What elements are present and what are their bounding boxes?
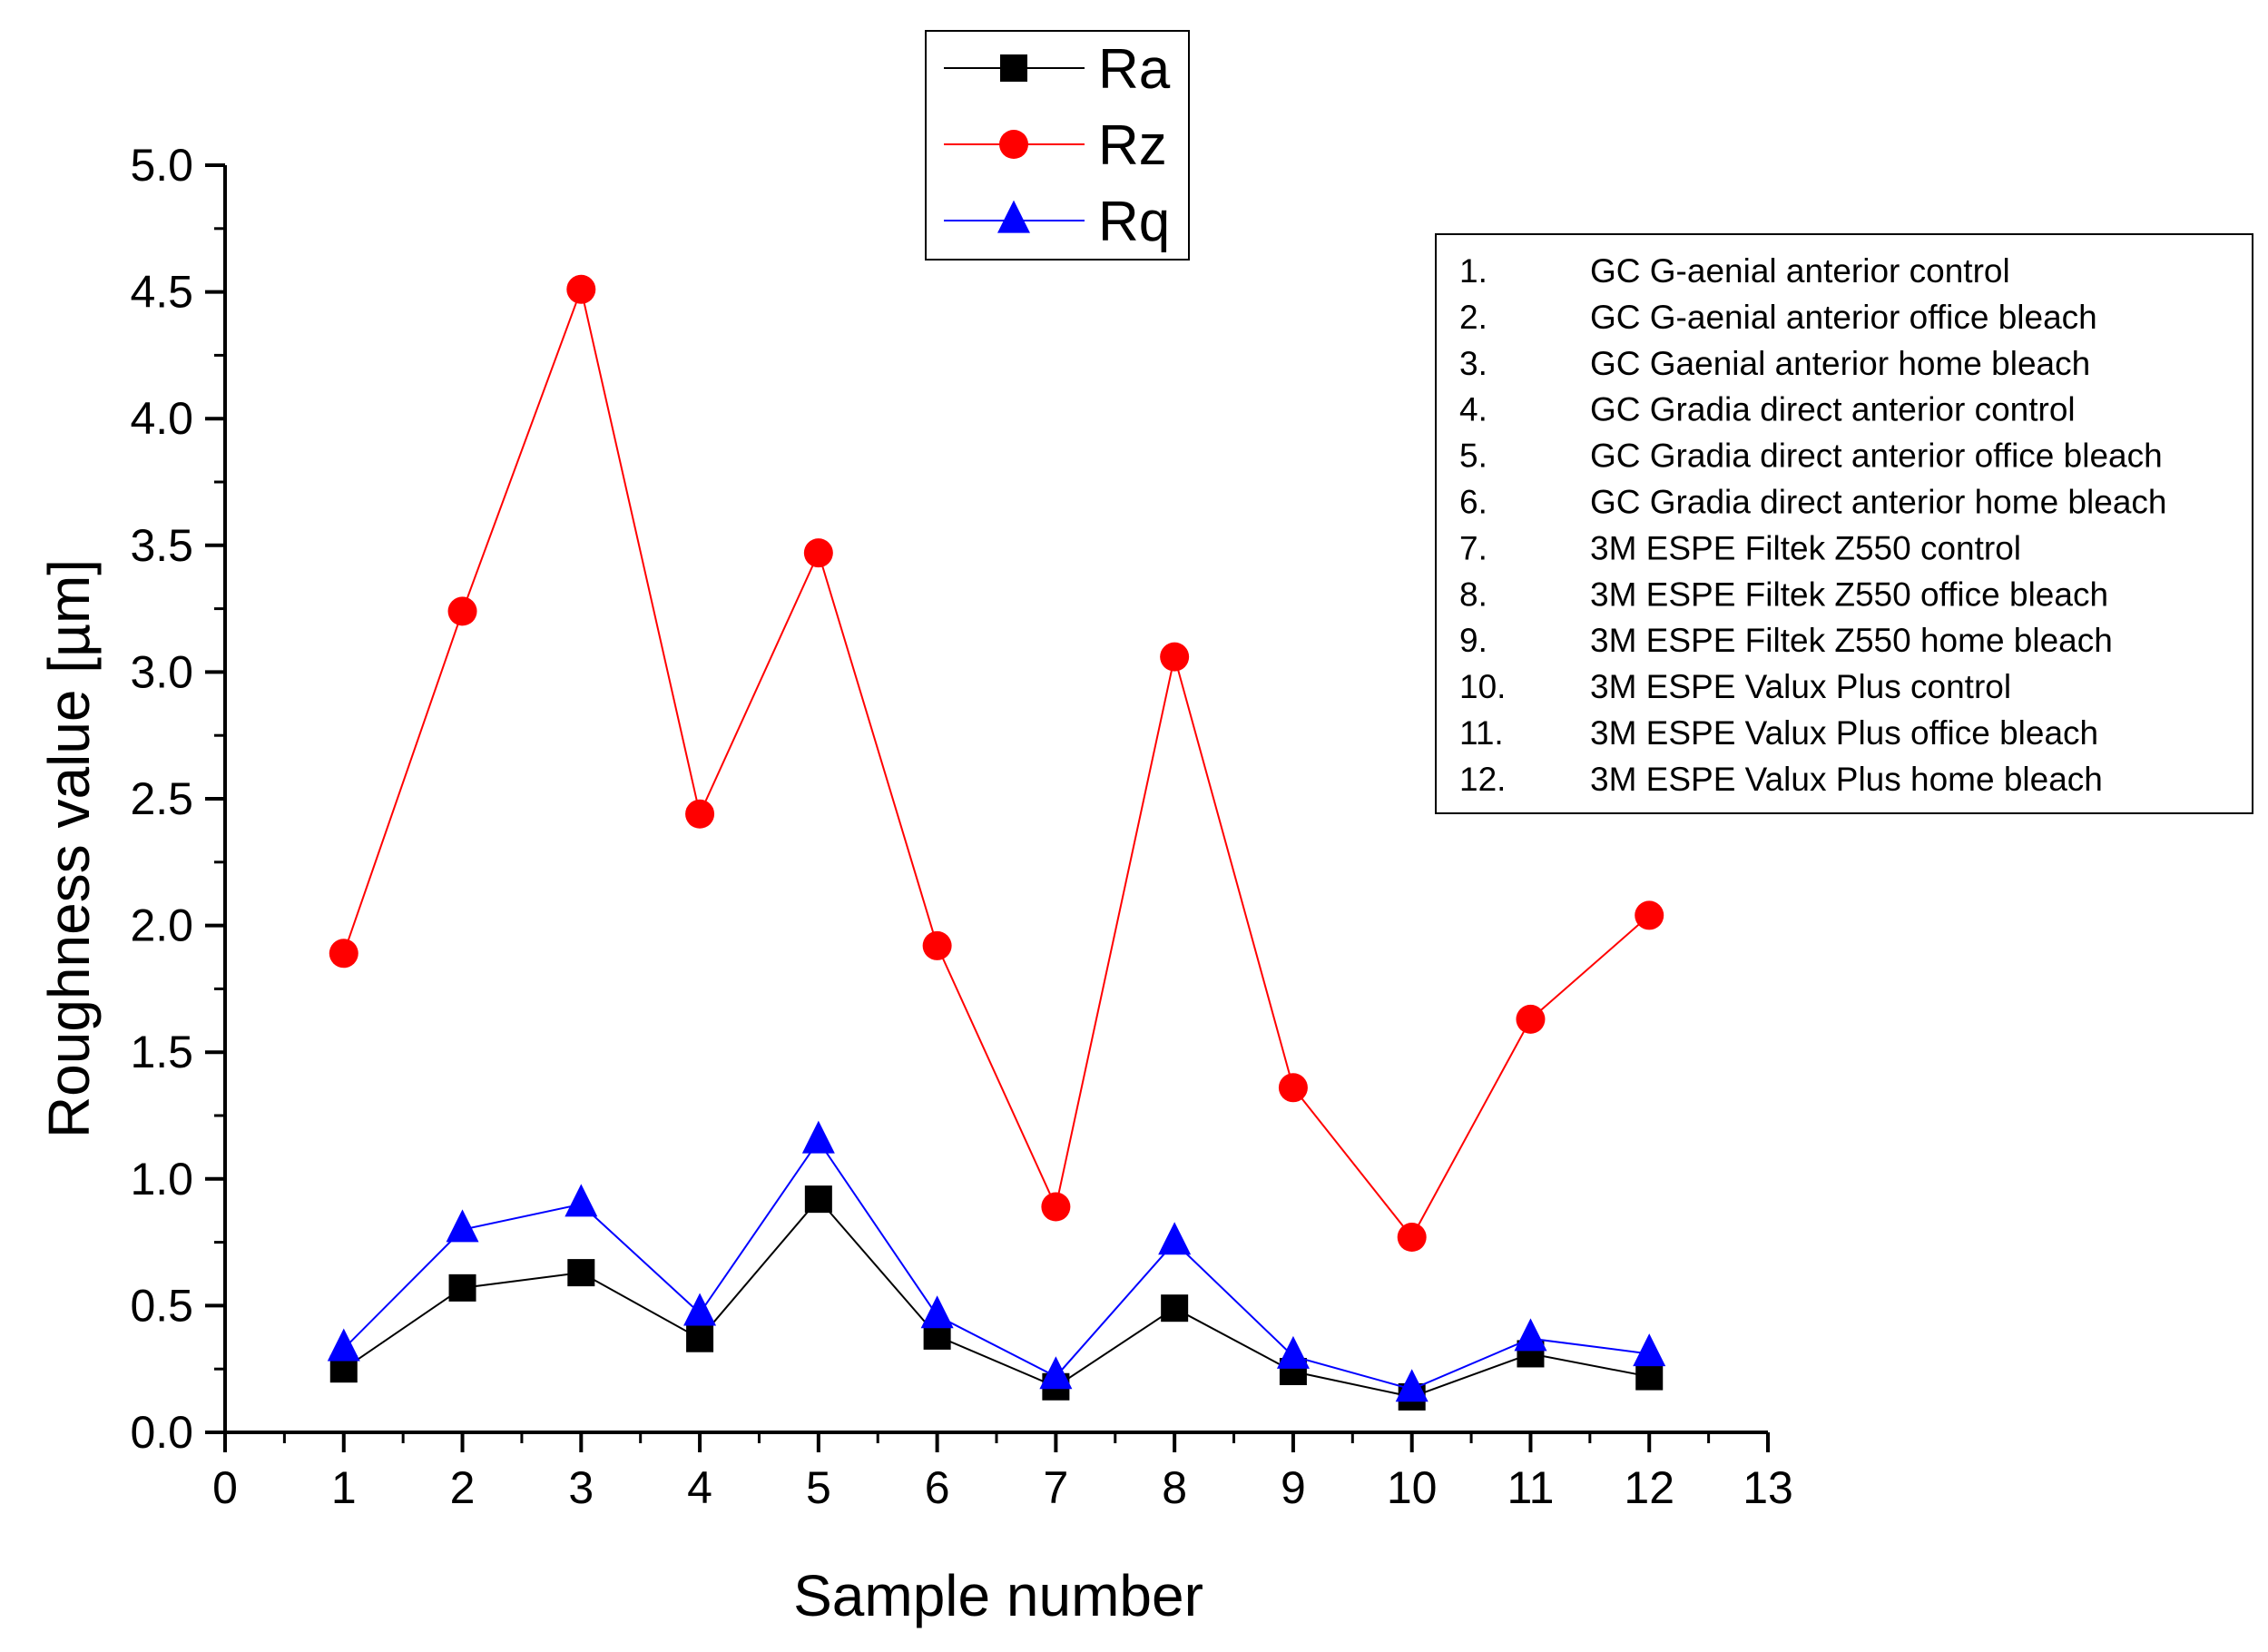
data-point-rz xyxy=(922,930,952,960)
sample-number: 5. xyxy=(1459,438,1487,475)
x-axis-title: Sample number xyxy=(793,1563,1203,1628)
axes-group: 0.00.51.01.52.02.53.03.54.04.55.00 1 2 3 4 5 6… xyxy=(130,140,1792,1513)
sample-label: 3M ESPE Filtek Z550 office bleach xyxy=(1590,575,2108,613)
sample-number: 8. xyxy=(1459,575,1487,613)
x-tick-label: 5 xyxy=(806,1462,831,1513)
series-rq-line xyxy=(343,1139,1650,1391)
y-tick-label: 0.0 xyxy=(130,1407,193,1458)
data-point-rq xyxy=(1633,1333,1666,1367)
data-point-ra xyxy=(1161,1294,1189,1323)
y-tick-label: 1.0 xyxy=(130,1154,193,1205)
sample-number: 9. xyxy=(1459,622,1487,659)
x-tick-label: 6 xyxy=(925,1462,950,1513)
data-point-rq xyxy=(920,1295,954,1329)
data-point-rq xyxy=(446,1209,479,1243)
x-tick-label: 2 xyxy=(450,1462,476,1513)
sample-number: 6. xyxy=(1459,484,1487,521)
data-point-ra xyxy=(448,1273,476,1302)
x-tick-label: 0 xyxy=(212,1462,238,1513)
data-point-rq xyxy=(801,1120,835,1154)
legend-marker-rz xyxy=(999,130,1028,159)
x-tick-label: 8 xyxy=(1162,1462,1187,1513)
series-group xyxy=(327,274,1666,1411)
data-point-rz xyxy=(1160,642,1190,672)
x-tick-label: 11 xyxy=(1507,1462,1555,1513)
legend-label-ra: Ra xyxy=(1098,38,1171,101)
x-tick-label: 12 xyxy=(1624,1462,1674,1513)
x-tick-label: 4 xyxy=(687,1462,712,1513)
samples-legend: 1. GC G-aenial anterior control 2. GC G-aen… xyxy=(1435,233,2253,814)
series-ra xyxy=(329,1185,1664,1411)
sample-number: 7. xyxy=(1459,529,1487,566)
x-tick-label: 9 xyxy=(1281,1462,1306,1513)
legend-marker-rq xyxy=(997,200,1030,233)
sample-label: 3M ESPE Filtek Z550 control xyxy=(1590,529,2021,566)
data-point-rz xyxy=(685,799,715,829)
legend-label-rq: Rq xyxy=(1098,191,1170,253)
data-point-rz xyxy=(1516,1004,1546,1034)
data-point-rz xyxy=(1397,1223,1427,1253)
y-tick-label: 1.5 xyxy=(130,1027,193,1077)
sample-label: 3M ESPE Valux Plus control xyxy=(1590,668,2011,705)
sample-label: 3M ESPE Filtek Z550 home bleach xyxy=(1590,622,2113,659)
y-tick-label: 2.5 xyxy=(130,773,193,824)
samples-legend-box xyxy=(1435,233,2253,814)
sample-number: 3. xyxy=(1459,345,1487,382)
sample-number: 12. xyxy=(1459,761,1506,798)
sample-number: 1. xyxy=(1459,252,1487,290)
data-point-rq xyxy=(683,1293,717,1326)
y-tick-label: 5.0 xyxy=(130,140,193,191)
y-axis-title: Roughness value [µm] xyxy=(36,559,102,1138)
sample-label: GC Gaenial anterior home bleach xyxy=(1590,345,2090,382)
y-tick-label: 4.5 xyxy=(130,267,193,318)
x-tick-label: 3 xyxy=(568,1462,594,1513)
data-point-ra xyxy=(567,1259,595,1287)
y-tick-label: 0.5 xyxy=(130,1280,193,1331)
data-point-rq xyxy=(327,1328,360,1362)
sample-label: GC Gradia direct anterior control xyxy=(1590,391,2076,428)
data-point-rz xyxy=(329,939,358,969)
data-point-rz xyxy=(566,274,596,304)
sample-label: GC G-aenial anterior office bleach xyxy=(1590,299,2097,336)
legend-marker-ra xyxy=(1000,54,1027,82)
sample-label: GC Gradia direct anterior office bleach xyxy=(1590,438,2163,475)
y-tick-label: 2.0 xyxy=(130,900,193,951)
data-point-rz xyxy=(1635,900,1664,930)
sample-number: 10. xyxy=(1459,668,1506,705)
data-point-ra xyxy=(1635,1362,1664,1391)
x-tick-label: 7 xyxy=(1043,1462,1068,1513)
data-point-rz xyxy=(1041,1192,1071,1222)
x-tick-label: 1 xyxy=(331,1462,357,1513)
x-tick-label: 10 xyxy=(1387,1462,1438,1513)
series-legend: Ra Rz Rq xyxy=(925,30,1190,261)
data-point-rz xyxy=(1278,1073,1308,1103)
sample-number: 2. xyxy=(1459,299,1487,336)
x-tick-label: 13 xyxy=(1743,1462,1793,1513)
data-point-rq xyxy=(565,1184,598,1217)
data-point-rq xyxy=(1395,1369,1429,1402)
sample-number: 4. xyxy=(1459,391,1487,428)
series-rz-line xyxy=(342,286,1650,1239)
series-ra-line xyxy=(343,1197,1650,1398)
data-point-rq xyxy=(1276,1335,1310,1369)
y-tick-label: 4.0 xyxy=(130,393,193,444)
y-tick-label: 3.0 xyxy=(130,646,193,697)
sample-number: 11. xyxy=(1459,714,1504,752)
series-rq xyxy=(327,1120,1666,1402)
series-rz xyxy=(329,274,1664,1253)
y-tick-label: 3.5 xyxy=(130,520,193,571)
legend-label-rz: Rz xyxy=(1098,114,1167,177)
data-point-rq xyxy=(1039,1356,1073,1390)
data-point-ra xyxy=(804,1185,832,1214)
data-point-rz xyxy=(803,538,833,568)
sample-label: 3M ESPE Valux Plus office bleach xyxy=(1590,714,2098,752)
sample-label: GC Gradia direct anterior home bleach xyxy=(1590,484,2166,521)
sample-label: 3M ESPE Valux Plus home bleach xyxy=(1590,761,2103,798)
data-point-ra xyxy=(686,1324,714,1352)
data-point-rq xyxy=(1158,1222,1192,1255)
data-point-rq xyxy=(1514,1318,1547,1352)
data-point-rz xyxy=(447,596,477,626)
sample-label: GC G-aenial anterior control xyxy=(1590,252,2010,290)
